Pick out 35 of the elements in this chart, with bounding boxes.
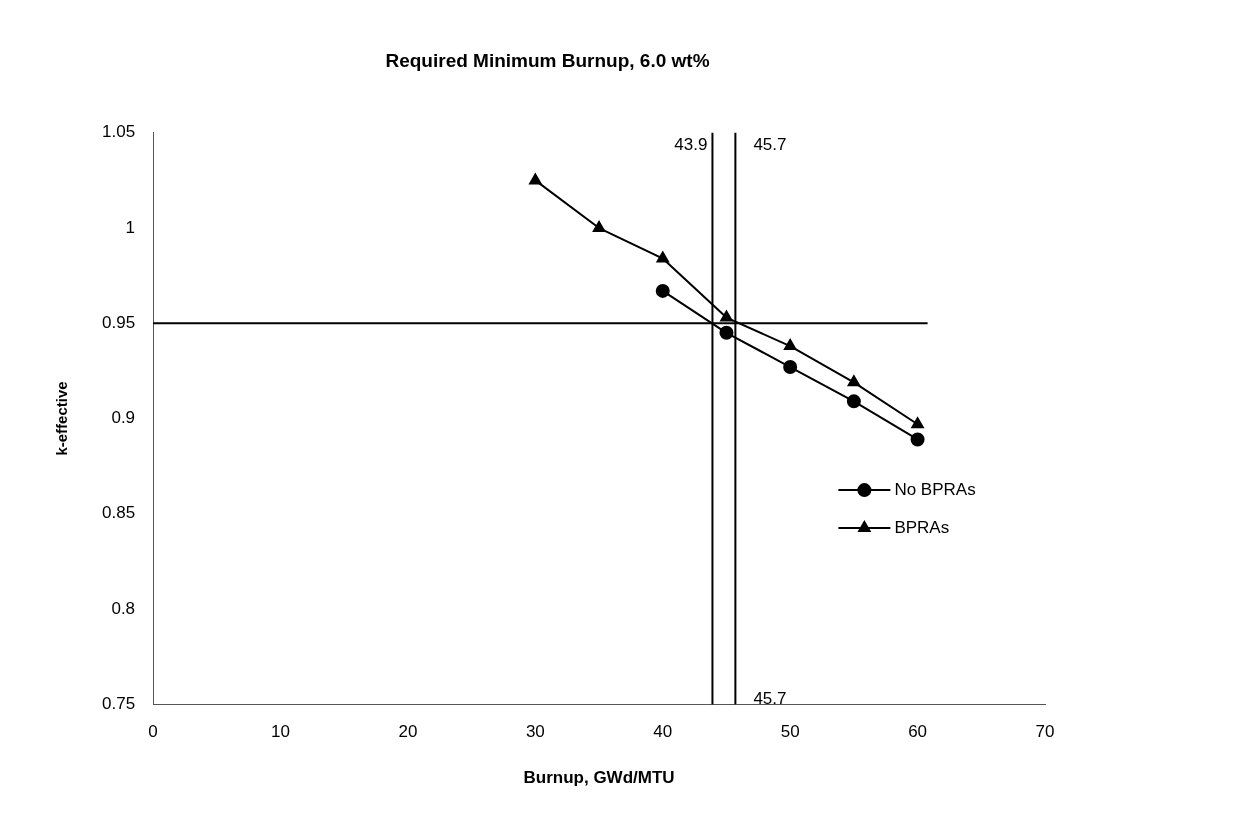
point	[911, 417, 924, 429]
point	[592, 221, 606, 233]
point	[783, 339, 797, 351]
x-tick-label: 20	[398, 722, 418, 742]
y-tick-label: 0.85	[101, 503, 136, 523]
x-tick-label: 40	[653, 722, 673, 742]
x-tick-label: 70	[1035, 722, 1055, 742]
x-tick-label: 30	[525, 722, 545, 742]
x-tick-label: 10	[271, 722, 290, 742]
y-tick-label: 0.9	[111, 408, 136, 428]
y-axis-title: k-effective	[53, 381, 71, 456]
x-axis-title: Burnup, GWd/MTU	[523, 768, 675, 788]
x-tick-label: 60	[908, 722, 928, 742]
y-tick-label: 0.8	[111, 598, 136, 618]
y-tick-label: 0.75	[101, 693, 136, 713]
x-tick-label: 50	[780, 722, 800, 742]
point	[847, 375, 861, 387]
point	[655, 283, 670, 298]
point	[846, 394, 861, 409]
y-tick-label: 1	[125, 217, 136, 237]
legend-label: BPRAs	[894, 517, 950, 537]
y-tick-label: 0.95	[101, 312, 136, 332]
point	[656, 251, 669, 263]
point	[719, 325, 734, 340]
legend-label: No BPRAs	[894, 479, 976, 499]
chart-title: Required Minimum Burnup, 6.0 wt%	[385, 49, 710, 71]
x-tick-label: 0	[148, 722, 158, 742]
ref-line-label: 45.7	[753, 134, 787, 154]
annotation: 45.7	[753, 689, 787, 709]
point	[720, 310, 733, 322]
y-tick-label: 1.05	[101, 122, 136, 142]
ref-line-label: 43.9	[674, 134, 708, 154]
point	[910, 432, 925, 447]
point	[529, 173, 542, 185]
point	[783, 360, 798, 375]
